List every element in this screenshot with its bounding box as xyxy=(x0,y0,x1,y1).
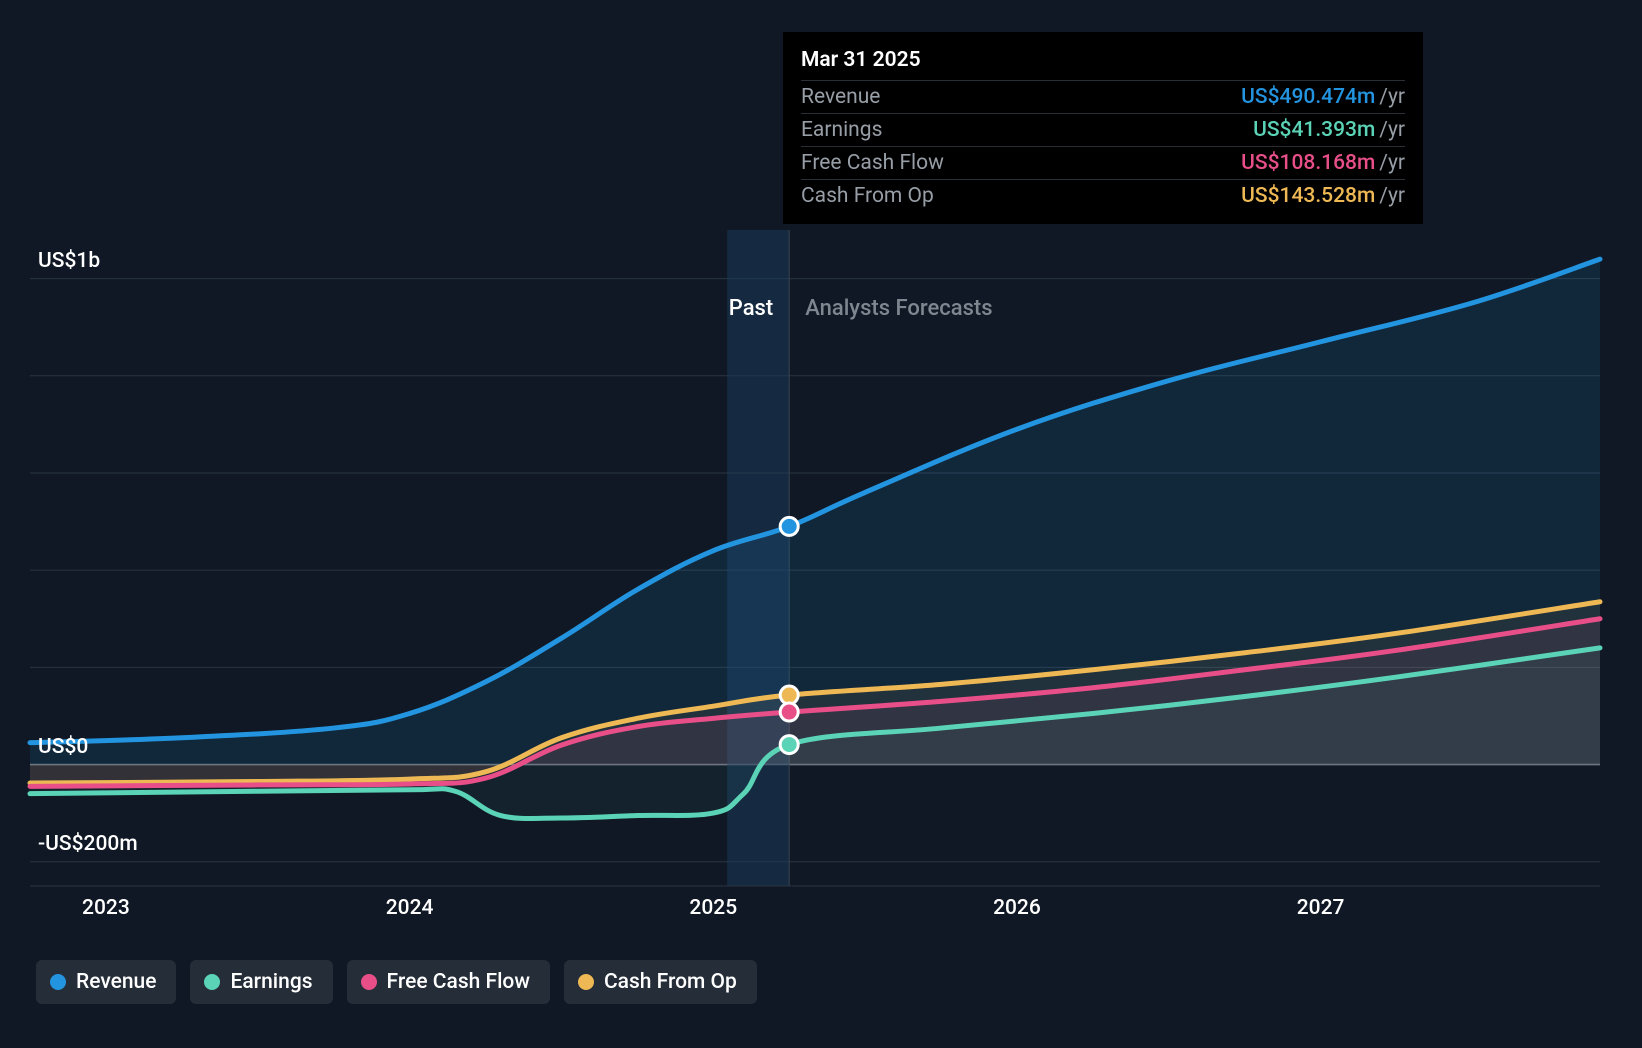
forecast-region-label: Analysts Forecasts xyxy=(805,296,992,321)
legend-dot-icon xyxy=(204,974,220,990)
x-axis-label: 2025 xyxy=(689,896,737,920)
legend-label: Cash From Op xyxy=(604,970,737,994)
chart-legend: Revenue Earnings Free Cash Flow Cash From O… xyxy=(36,960,757,1004)
x-axis-label: 2024 xyxy=(386,896,434,920)
legend-item-free-cash-flow[interactable]: Free Cash Flow xyxy=(347,960,550,1004)
x-axis-label: 2027 xyxy=(1297,896,1345,920)
financials-forecast-chart[interactable]: US$1b US$0 -US$200m 2023 2024 2025 2026 2027 P… xyxy=(0,0,1642,1048)
legend-label: Earnings xyxy=(230,970,312,994)
tooltip-metric-value: US$143.528m xyxy=(1241,184,1375,208)
legend-dot-icon xyxy=(361,974,377,990)
tooltip-row: Free Cash Flow US$108.168m/yr xyxy=(801,146,1405,179)
y-axis-label: -US$200m xyxy=(38,832,138,856)
x-axis-label: 2026 xyxy=(993,896,1041,920)
legend-dot-icon xyxy=(578,974,594,990)
legend-label: Revenue xyxy=(76,970,156,994)
x-axis-label: 2023 xyxy=(82,896,130,920)
legend-dot-icon xyxy=(50,974,66,990)
tooltip-metric-label: Earnings xyxy=(801,118,882,142)
tooltip-row: Earnings US$41.393m/yr xyxy=(801,113,1405,146)
tooltip-row: Revenue US$490.474m/yr xyxy=(801,80,1405,113)
tooltip-date: Mar 31 2025 xyxy=(801,42,1405,80)
y-axis-label: US$1b xyxy=(38,249,100,273)
tooltip-metric-label: Free Cash Flow xyxy=(801,151,944,175)
legend-item-revenue[interactable]: Revenue xyxy=(36,960,176,1004)
tooltip-metric-unit: /yr xyxy=(1379,118,1405,142)
tooltip-row: Cash From Op US$143.528m/yr xyxy=(801,179,1405,212)
legend-label: Free Cash Flow xyxy=(387,970,530,994)
tooltip-metric-unit: /yr xyxy=(1379,151,1405,175)
tooltip-metric-unit: /yr xyxy=(1379,184,1405,208)
tooltip-metric-unit: /yr xyxy=(1379,85,1405,109)
past-region-label: Past xyxy=(729,296,773,321)
tooltip-metric-label: Revenue xyxy=(801,85,880,109)
tooltip-metric-value: US$490.474m xyxy=(1241,85,1375,109)
y-axis-label: US$0 xyxy=(38,735,88,759)
hover-tooltip: Mar 31 2025 RevenueUS$490.474m/yrEarning… xyxy=(783,32,1423,224)
tooltip-metric-label: Cash From Op xyxy=(801,184,934,208)
tooltip-metric-value: US$41.393m xyxy=(1253,118,1375,142)
legend-item-cash-from-op[interactable]: Cash From Op xyxy=(564,960,757,1004)
tooltip-metric-value: US$108.168m xyxy=(1241,151,1375,175)
legend-item-earnings[interactable]: Earnings xyxy=(190,960,332,1004)
